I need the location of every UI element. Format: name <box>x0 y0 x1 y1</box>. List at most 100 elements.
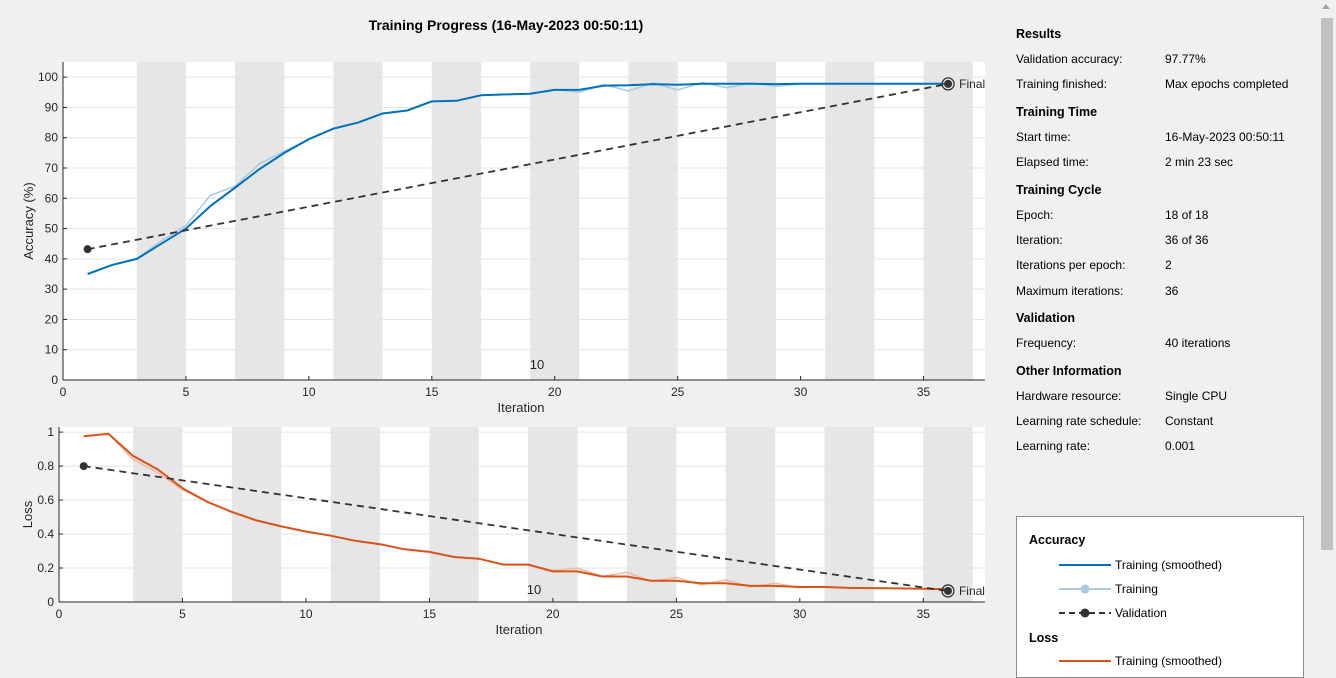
loss-y-tick-label: 0.2 <box>37 561 54 575</box>
loss-validation-line <box>83 465 949 592</box>
loss-y-tick-label: 0 <box>47 595 54 609</box>
elapsed-time-value: 2 min 23 sec <box>1165 155 1234 169</box>
acc-y-tick-label: 60 <box>45 191 59 205</box>
acc-y-tick-label: 10 <box>45 343 59 357</box>
loss-x-axis-label: Iteration <box>496 622 543 637</box>
validation-accuracy-value: 97.77% <box>1165 52 1206 66</box>
acc-y-axis-label: Accuracy (%) <box>21 182 36 259</box>
iteration-label: Iteration: <box>1016 233 1063 247</box>
acc-training-smoothed-line <box>87 82 949 275</box>
scroll-up-arrow-icon[interactable] <box>1322 4 1330 9</box>
acc-x-tick-label: 5 <box>183 385 190 399</box>
acc-epoch-band <box>726 62 777 380</box>
acc-epoch-band <box>628 62 678 380</box>
loss-epoch-band <box>626 427 677 602</box>
frequency-value: 40 iterations <box>1165 336 1231 350</box>
loss-y-tick-label: 0.4 <box>37 527 54 541</box>
frequency-label: Frequency: <box>1016 336 1077 350</box>
plot-legend: Accuracy Training (smoothed) Training Va… <box>1016 516 1304 678</box>
legend-acc-training-label: Training <box>1115 582 1158 596</box>
acc-validation-point <box>944 79 953 88</box>
iteration-value: 36 of 36 <box>1165 233 1209 247</box>
elapsed-time-label: Elapsed time: <box>1016 155 1089 169</box>
acc-annotation: 10 <box>530 357 544 372</box>
acc-y-tick-label: 70 <box>45 161 59 175</box>
acc-x-tick-label: 0 <box>60 385 67 399</box>
loss-x-tick-label: 0 <box>56 607 63 621</box>
start-time-label: Start time: <box>1016 130 1071 144</box>
legend-loss-title: Loss <box>1029 631 1059 645</box>
loss-epoch-band <box>133 427 183 602</box>
legend-acc-validation-line <box>1059 608 1111 618</box>
acc-final-label: Final <box>959 77 985 91</box>
loss-epoch-band <box>429 427 479 602</box>
acc-y-tick-label: 40 <box>45 252 59 266</box>
loss-x-tick-label: 25 <box>670 607 684 621</box>
training-time-heading: Training Time <box>1016 105 1098 119</box>
legend-loss-smoothed-line <box>1059 660 1111 662</box>
loss-epoch-band <box>923 427 973 602</box>
loss-x-tick-label: 30 <box>793 607 807 621</box>
acc-x-tick-label: 25 <box>671 385 685 399</box>
loss-x-tick-label: 20 <box>546 607 560 621</box>
loss-annotation: 10 <box>527 582 541 597</box>
loss-y-tick-label: 0.6 <box>37 493 54 507</box>
acc-y-tick-label: 20 <box>45 312 59 326</box>
loss-x-tick-label: 35 <box>917 607 931 621</box>
loss-validation-point <box>943 586 952 595</box>
loss-y-tick-label: 0.8 <box>37 459 54 473</box>
hardware-resource-value: Single CPU <box>1165 389 1228 403</box>
acc-epoch-band <box>235 62 285 380</box>
legend-acc-smoothed-label: Training (smoothed) <box>1115 558 1222 572</box>
acc-validation-point <box>83 245 92 254</box>
legend-loss-smoothed-label: Training (smoothed) <box>1115 654 1222 668</box>
iterations-per-epoch-value: 2 <box>1165 258 1172 272</box>
loss-epoch-band <box>330 427 381 602</box>
acc-x-tick-label: 30 <box>794 385 808 399</box>
legend-accuracy-title: Accuracy <box>1029 533 1086 547</box>
hardware-resource-label: Hardware resource: <box>1016 389 1122 403</box>
loss-x-tick-label: 10 <box>299 607 313 621</box>
acc-y-tick-label: 80 <box>45 131 59 145</box>
training-cycle-heading: Training Cycle <box>1016 183 1102 197</box>
other-information-heading: Other Information <box>1016 364 1122 378</box>
training-finished-label: Training finished: <box>1016 77 1107 91</box>
acc-x-tick-label: 15 <box>425 385 439 399</box>
legend-acc-validation-label: Validation <box>1115 606 1167 620</box>
loss-plot: 00.20.40.60.810 5 10 15 20 25 30 35IterationLos… <box>20 425 985 637</box>
acc-epoch-band <box>825 62 875 380</box>
validation-heading: Validation <box>1016 311 1076 325</box>
legend-acc-smoothed-line <box>1059 564 1111 566</box>
figure-title: Training Progress (16-May-2023 00:50:11) <box>369 17 644 33</box>
training-finished-value: Max epochs completed <box>1165 77 1289 91</box>
loss-epoch-band <box>824 427 874 602</box>
results-heading: Results <box>1016 27 1062 41</box>
start-time-value: 16-May-2023 00:50:11 <box>1165 130 1285 144</box>
loss-final-marker <box>941 584 955 598</box>
learning-rate-schedule-value: Constant <box>1165 414 1214 428</box>
loss-x-tick-label: 5 <box>179 607 186 621</box>
acc-epoch-band <box>333 62 383 380</box>
acc-epoch-band <box>136 62 186 380</box>
maximum-iterations-value: 36 <box>1165 284 1179 298</box>
loss-y-tick-label: 1 <box>47 425 54 439</box>
acc-epoch-band <box>431 62 481 380</box>
acc-x-tick-label: 35 <box>917 385 931 399</box>
legend-acc-training-line <box>1059 584 1111 594</box>
validation-accuracy-label: Validation accuracy: <box>1016 52 1123 66</box>
acc-final-marker <box>941 77 955 91</box>
epoch-value: 18 of 18 <box>1165 208 1209 222</box>
loss-training-smoothed-line <box>83 432 949 591</box>
acc-y-tick-label: 30 <box>45 282 59 296</box>
acc-epoch-band <box>530 62 580 380</box>
acc-y-tick-label: 0 <box>51 373 58 387</box>
loss-x-tick-label: 15 <box>423 607 437 621</box>
loss-validation-point <box>79 462 88 471</box>
epoch-label: Epoch: <box>1016 208 1054 222</box>
acc-validation-line <box>87 83 949 251</box>
learning-rate-value: 0.001 <box>1165 439 1196 453</box>
loss-epoch-band <box>725 427 776 602</box>
acc-y-tick-label: 100 <box>38 70 58 84</box>
iterations-per-epoch-label: Iterations per epoch: <box>1016 258 1126 272</box>
scrollbar-thumb[interactable] <box>1321 18 1333 550</box>
